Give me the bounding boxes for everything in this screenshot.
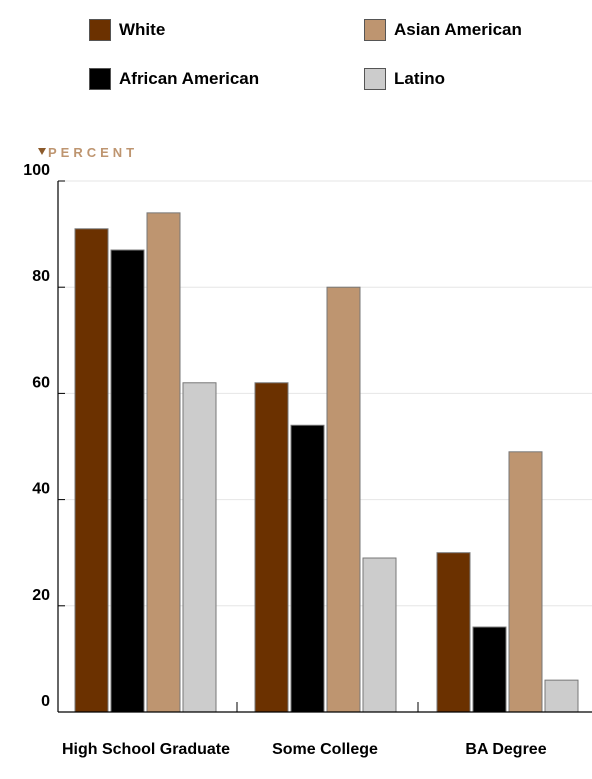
legend-label-white: White — [119, 20, 166, 39]
bar-latino-some-college — [362, 557, 397, 713]
legend-label-latino: Latino — [394, 69, 445, 88]
legend-swatch-african-american — [89, 68, 111, 90]
y-tick-label: 80 — [32, 268, 50, 285]
bar-african-american-high-school-graduate — [110, 249, 145, 713]
bar-african-american-some-college — [290, 424, 325, 713]
legend-swatch-white — [89, 19, 111, 41]
bar-asian-american-high-school-graduate — [146, 212, 181, 713]
bar-african-american-ba-degree — [472, 626, 507, 713]
x-category-label-ba-degree: BA Degree — [465, 741, 546, 758]
legend-label-asian-american: Asian American — [394, 20, 522, 39]
legend-item-latino: Latino — [364, 68, 445, 90]
bar-white-some-college — [254, 382, 289, 713]
y-tick-label: 40 — [32, 481, 50, 498]
legend-swatch-latino — [364, 68, 386, 90]
legend-swatch-asian-american — [364, 19, 386, 41]
legend-item-white: White — [89, 19, 165, 41]
y-tick-label: 100 — [23, 162, 50, 179]
y-tick-label: 20 — [32, 587, 50, 604]
legend: White African American Asian American La… — [0, 0, 592, 110]
bars — [74, 212, 579, 713]
y-tick-label: 60 — [32, 374, 50, 391]
x-category-labels: High School Graduate Some College BA Degre… — [62, 741, 547, 758]
y-tick-labels: 0 20 40 60 80 100 — [23, 162, 50, 710]
legend-item-asian-american: Asian American — [364, 19, 522, 41]
legend-item-african-american: African American — [89, 68, 259, 90]
y-axis-unit: PERCENT — [38, 145, 138, 160]
y-tick-label: 0 — [41, 693, 50, 710]
x-category-label-high-school-graduate: High School Graduate — [62, 741, 230, 758]
legend-label-african-american: African American — [119, 69, 260, 88]
bar-asian-american-ba-degree — [508, 451, 543, 713]
y-axis-title: PERCENT — [48, 145, 138, 160]
bar-latino-high-school-graduate — [182, 382, 217, 713]
x-category-label-some-college: Some College — [272, 741, 378, 758]
bar-asian-american-some-college — [326, 286, 361, 713]
axes — [57, 180, 592, 713]
bar-white-ba-degree — [436, 552, 471, 713]
bar-white-high-school-graduate — [74, 228, 109, 713]
bar-latino-ba-degree — [544, 679, 579, 713]
down-triangle-icon — [38, 148, 46, 155]
